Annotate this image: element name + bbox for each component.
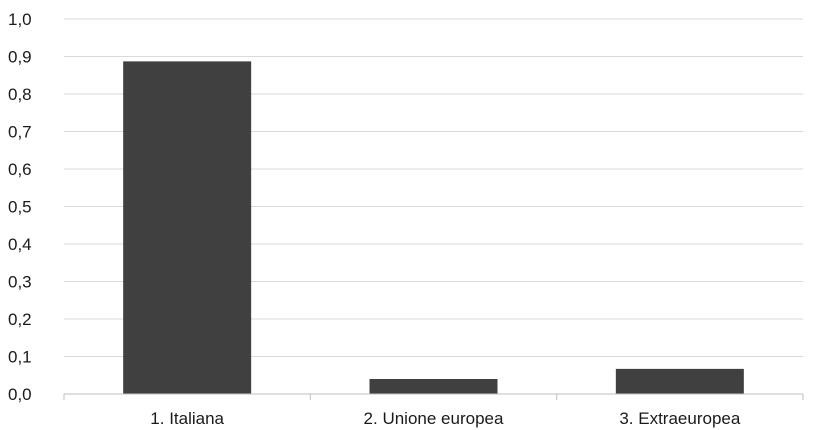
y-tick-label: 0,7: [8, 123, 32, 142]
y-tick-label: 0,0: [8, 385, 32, 404]
y-tick-label: 0,1: [8, 348, 32, 367]
y-tick-label: 0,6: [8, 160, 32, 179]
x-category-label: 2. Unione europea: [364, 409, 504, 428]
y-tick-label: 0,8: [8, 85, 32, 104]
x-category-label: 1. Italiana: [150, 409, 224, 428]
bar: [615, 368, 744, 394]
y-tick-label: 0,9: [8, 48, 32, 67]
y-tick-label: 0,3: [8, 273, 32, 292]
y-tick-label: 0,4: [8, 235, 32, 254]
x-axis: [63, 393, 804, 400]
bars: [123, 61, 744, 394]
bar: [369, 379, 498, 394]
bar: [123, 61, 252, 394]
x-category-label: 3. Extraeuropea: [619, 409, 741, 428]
y-tick-label: 1,0: [8, 10, 32, 29]
y-tick-label: 0,5: [8, 198, 32, 217]
y-axis-tick-labels: 0,0 0,1 0,2 0,3 0,4 0,5 0,6 0,7 0,8 0,9 1,0: [8, 10, 32, 404]
y-tick-label: 0,2: [8, 310, 32, 329]
x-axis-category-labels: 1. Italiana 2. Unione europea 3. Extraeuro…: [150, 409, 741, 428]
